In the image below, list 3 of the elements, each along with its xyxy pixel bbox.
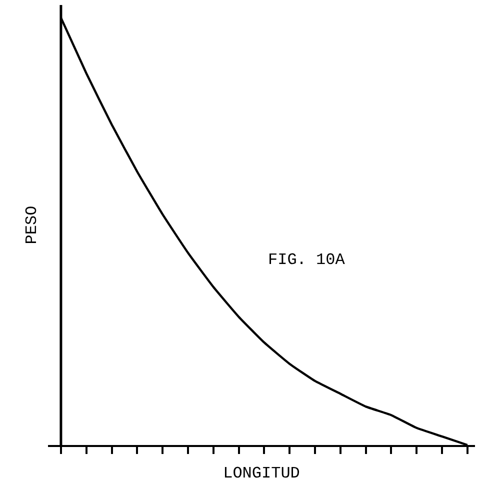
y-axis-title: PESO xyxy=(22,206,41,244)
annotation: FIG. 10A xyxy=(268,251,346,269)
x-axis-title: LONGITUD xyxy=(223,464,300,482)
